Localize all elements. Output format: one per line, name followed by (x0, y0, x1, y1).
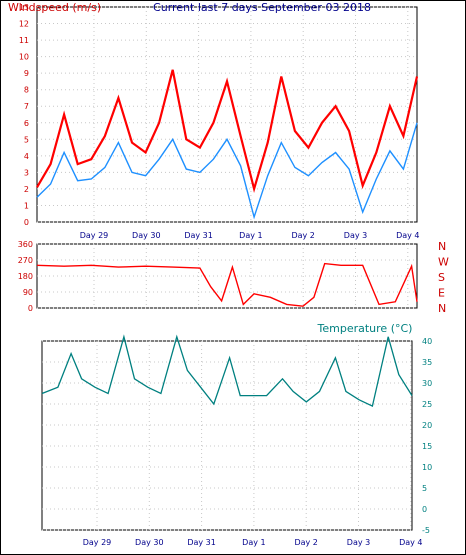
temperature-x-tick-label: Day 30 (135, 538, 164, 547)
temperature-x-tick-label: Day 3 (347, 538, 370, 547)
temperature-y-tick-label: 30 (422, 379, 432, 388)
windspeed-y-tick-label: 11 (19, 36, 29, 45)
windspeed-x-tick-label: Day 30 (132, 231, 161, 240)
windspeed-x-tick-label: Day 31 (184, 231, 213, 240)
temperature-y-tick-label: 35 (422, 358, 432, 367)
windspeed-y-tick-label: 13 (19, 3, 29, 12)
temperature-y-tick-label: 20 (422, 421, 432, 430)
windspeed-series-line (36, 69, 419, 194)
temperature-chart-title: Temperature (°C) (317, 322, 413, 335)
windspeed-x-tick-label: Day 4 (396, 231, 419, 240)
winddir-series-line (36, 262, 418, 307)
windspeed-y-tick-label: 4 (24, 152, 29, 161)
temperature-x-tick-label: Day 4 (399, 538, 422, 547)
windspeed-y-tick-label: 5 (24, 135, 29, 144)
temperature-series-line (41, 334, 413, 408)
windspeed-y-tick-label: 1 (24, 201, 29, 210)
compass-label: E (438, 287, 445, 300)
windspeed-y-tick-label: 8 (24, 86, 29, 95)
winddir-y-tick-label: 180 (18, 272, 33, 281)
winddir-y-tick-label: 0 (28, 304, 33, 313)
temperature-y-tick-label: 0 (422, 505, 427, 514)
windspeed-y-tick-label: 7 (24, 102, 29, 111)
windspeed-y-tick-label: 10 (19, 53, 29, 62)
temperature-y-tick-label: 5 (422, 484, 427, 493)
windspeed-y-tick-label: 0 (24, 218, 29, 227)
temperature-x-tick-label: Day 29 (83, 538, 112, 547)
windspeed-y-tick-label: 2 (24, 185, 29, 194)
temperature-x-tick-label: Day 31 (187, 538, 216, 547)
windspeed-chart-title: Current last 7 days September 03 2018 (153, 1, 371, 14)
temperature-y-tick-label: 25 (422, 400, 432, 409)
windspeed-x-tick-label: Day 3 (344, 231, 367, 240)
windspeed-y-tick-label: 9 (24, 69, 29, 78)
temperature-x-tick-label: Day 2 (294, 538, 317, 547)
temperature-y-tick-label: 40 (422, 337, 432, 346)
winddir-y-tick-label: 360 (18, 240, 33, 249)
winddir-y-tick-label: 90 (23, 288, 33, 297)
winddir-y-tick-label: 270 (18, 256, 33, 265)
temperature-y-tick-label: 10 (422, 463, 432, 472)
temperature-x-tick-label: Day 1 (242, 538, 265, 547)
temperature-y-tick-label: 15 (422, 442, 432, 451)
compass-label: N (438, 240, 446, 253)
compass-label: W (438, 256, 449, 269)
windspeed-plot-area (36, 6, 418, 223)
compass-label: S (438, 271, 445, 284)
windspeed-x-tick-label: Day 29 (80, 231, 109, 240)
temperature-y-tick-label: -5 (422, 526, 430, 535)
compass-label: N (438, 302, 446, 315)
windspeed-y-tick-label: 6 (24, 119, 29, 128)
temperature-plot-area (41, 340, 413, 531)
windspeed-y-tick-label: 3 (24, 168, 29, 177)
windspeed-y-axis-title: Windspeed (m/s) (8, 1, 101, 14)
windspeed-y-tick-label: 12 (19, 20, 29, 29)
windspeed-series-line (36, 122, 418, 220)
windspeed-x-tick-label: Day 2 (291, 231, 314, 240)
windspeed-x-tick-label: Day 1 (239, 231, 262, 240)
